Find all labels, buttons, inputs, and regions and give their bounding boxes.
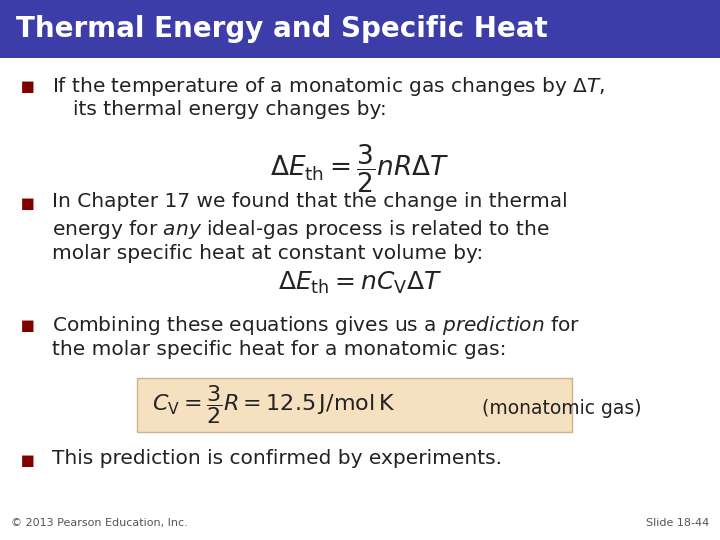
- Text: Combining these equations gives us a $\it{prediction}$ for: Combining these equations gives us a $\i…: [52, 314, 580, 338]
- Text: In Chapter 17 we found that the change in thermal: In Chapter 17 we found that the change i…: [52, 192, 567, 211]
- Text: ▪: ▪: [20, 192, 36, 215]
- FancyBboxPatch shape: [0, 0, 720, 58]
- FancyBboxPatch shape: [137, 378, 572, 432]
- Text: Thermal Energy and Specific Heat: Thermal Energy and Specific Heat: [16, 15, 548, 43]
- Text: If the temperature of a monatomic gas changes by $\Delta T$,: If the temperature of a monatomic gas ch…: [52, 75, 605, 98]
- Text: ▪: ▪: [20, 75, 36, 98]
- Text: its thermal energy changes by:: its thermal energy changes by:: [73, 100, 387, 119]
- Text: $\Delta E_{\mathrm{th}} = nC_{\mathrm{V}}\Delta T$: $\Delta E_{\mathrm{th}} = nC_{\mathrm{V}…: [278, 270, 442, 296]
- Text: molar specific heat at constant volume by:: molar specific heat at constant volume b…: [52, 244, 483, 262]
- Text: $C_{\mathrm{V}} = \dfrac{3}{2}R = 12.5\,\mathrm{J/mol\,K}$: $C_{\mathrm{V}} = \dfrac{3}{2}R = 12.5\,…: [152, 383, 395, 427]
- Text: (monatomic gas): (monatomic gas): [482, 399, 642, 417]
- Text: © 2013 Pearson Education, Inc.: © 2013 Pearson Education, Inc.: [11, 518, 187, 528]
- Text: ▪: ▪: [20, 449, 36, 472]
- Text: Slide 18-44: Slide 18-44: [646, 518, 709, 528]
- Text: This prediction is confirmed by experiments.: This prediction is confirmed by experime…: [52, 449, 502, 468]
- Text: $\Delta E_{\mathrm{th}} = \dfrac{3}{2}nR\Delta T$: $\Delta E_{\mathrm{th}} = \dfrac{3}{2}nR…: [270, 143, 450, 195]
- Text: ▪: ▪: [20, 314, 36, 338]
- Text: the molar specific heat for a monatomic gas:: the molar specific heat for a monatomic …: [52, 340, 506, 359]
- Text: energy for $\it{any}$ ideal-gas process is related to the: energy for $\it{any}$ ideal-gas process …: [52, 218, 549, 241]
